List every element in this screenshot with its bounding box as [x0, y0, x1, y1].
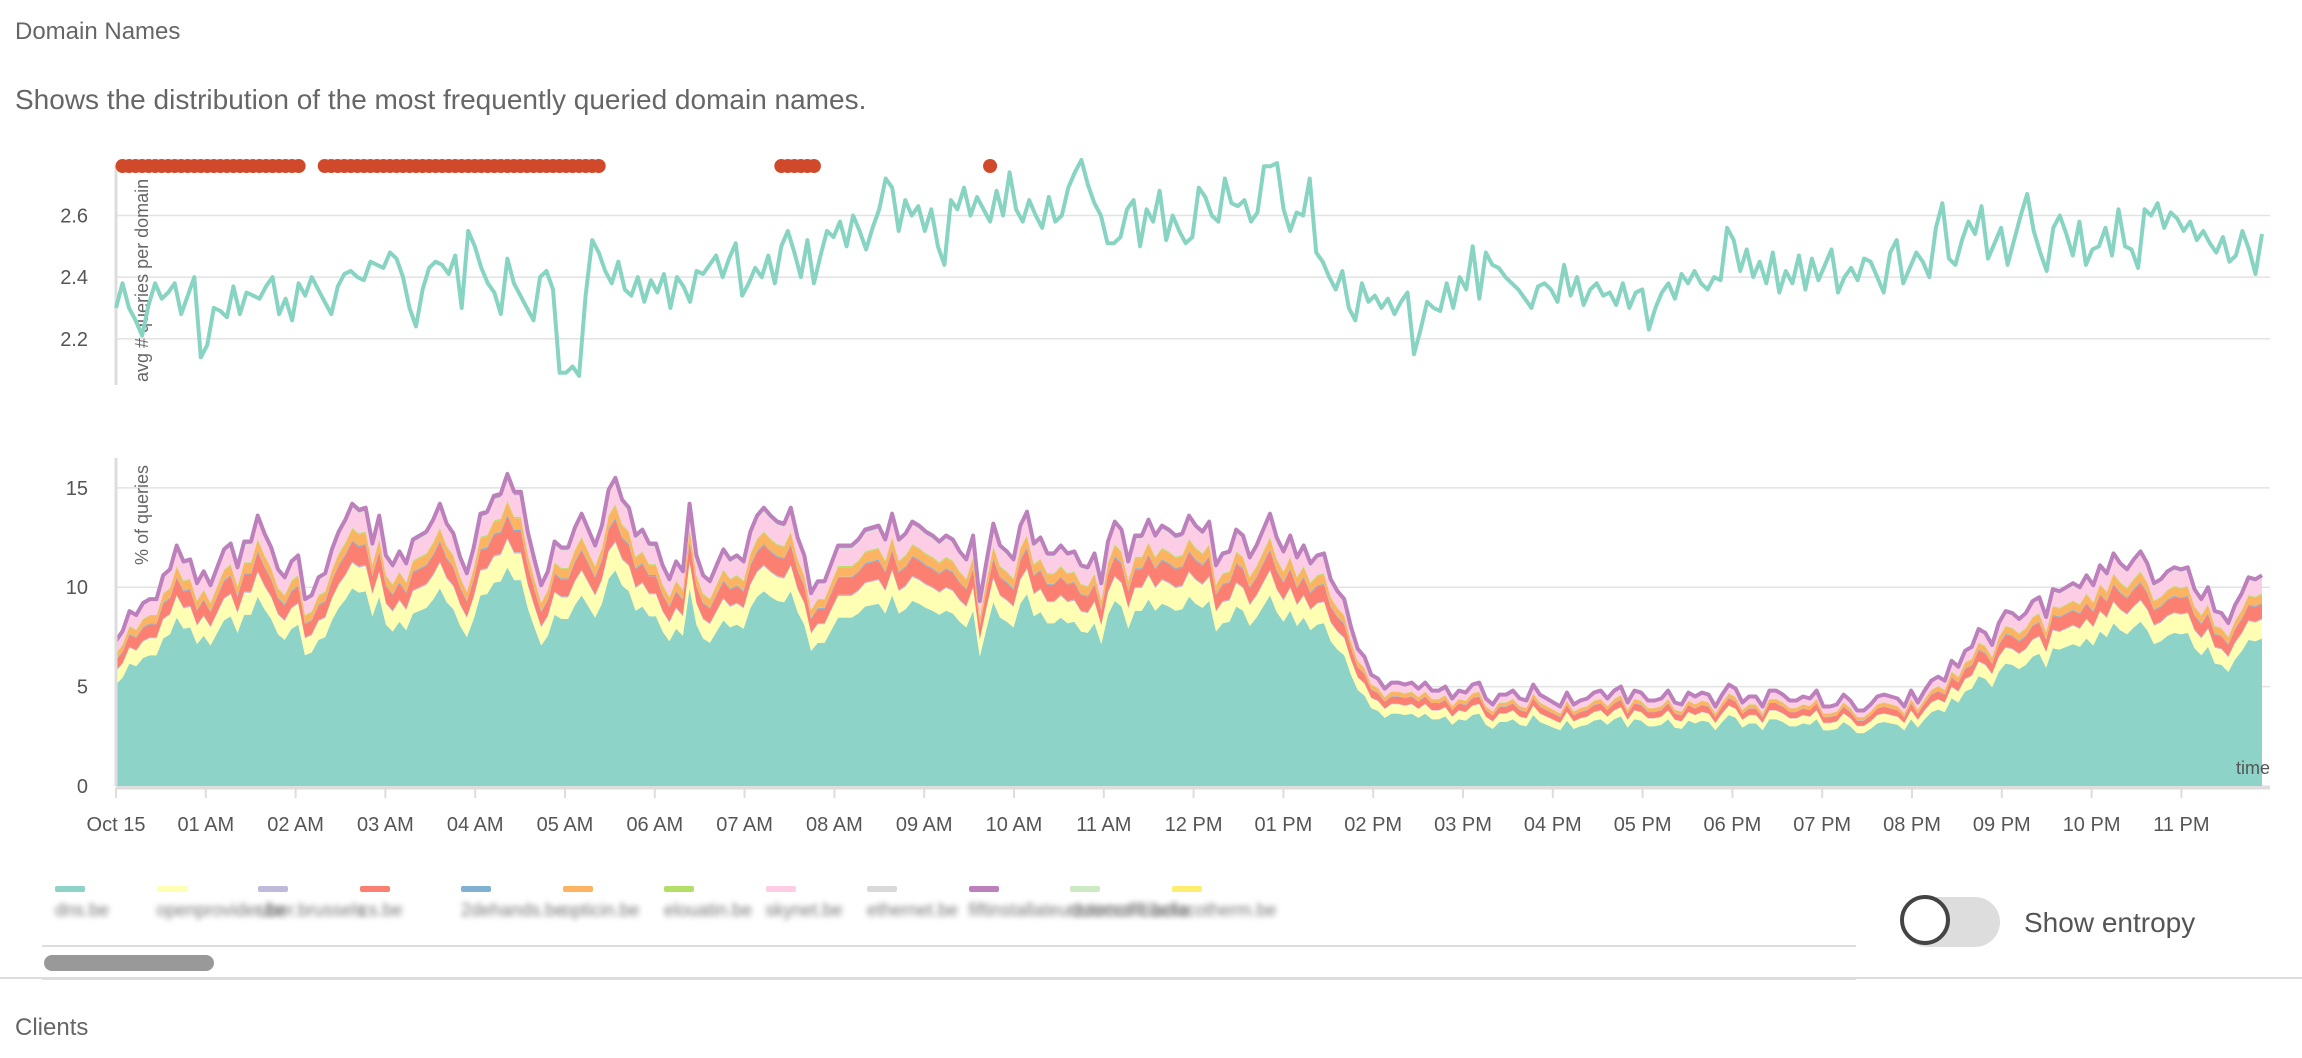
legend-label: skynet.be	[765, 900, 843, 920]
x-tick-label: 10 PM	[2063, 814, 2121, 836]
legend-label: facotherm.be	[1171, 900, 1277, 920]
legend-label: elouatin.be	[664, 900, 753, 920]
x-tick-label: 01 AM	[177, 814, 234, 836]
legend-swatch	[765, 886, 796, 892]
x-tick-label: 08 PM	[1883, 814, 1941, 836]
legend-label: uber.brussels	[258, 900, 366, 920]
legend-swatch	[968, 886, 999, 892]
y-tick-label: 2.4	[60, 267, 88, 289]
y-tick-label: 15	[66, 478, 88, 500]
x-tick-label: 11 PM	[2153, 814, 2209, 836]
total-outline	[114, 471, 2264, 713]
legend-label: fiftinstallateurzoomofffi.be	[968, 900, 1172, 920]
area-series	[116, 502, 2262, 721]
x-tick-label: 10 AM	[986, 814, 1043, 836]
queries-stacked-area-chart: 0 5 10 15 % of queries time Oct 15 01 AM 02 AM 03…	[66, 458, 2270, 836]
entropy-toggle-label: Show entropy	[2024, 907, 2196, 938]
area-series	[116, 516, 2262, 726]
section-divider	[0, 977, 2302, 979]
scrollbar-thumb[interactable]	[44, 955, 214, 971]
x-tick-label: 06 PM	[1703, 814, 1761, 836]
x-tick-label: 08 AM	[806, 814, 863, 836]
legend-label: dns.be	[55, 900, 110, 920]
horizontal-scrollbar[interactable]	[42, 945, 1856, 980]
legend-swatch	[664, 886, 694, 892]
legend: dns.be openprovider.be uber.brussels cs.be 2…	[55, 880, 1855, 920]
legend-swatch	[562, 886, 593, 892]
x-tick-label: 12 PM	[1165, 814, 1223, 836]
x-tick-label: 06 AM	[626, 814, 683, 836]
legend-label: openprovider.be	[156, 900, 286, 920]
x-tick-label: 04 AM	[447, 814, 504, 836]
legend-swatch	[156, 886, 187, 892]
x-tick-label: 09 PM	[1973, 814, 2031, 836]
avg-queries-line	[114, 158, 2264, 378]
legend-swatch	[1171, 886, 1202, 892]
x-tick-label: 04 PM	[1524, 814, 1582, 836]
area-series	[116, 478, 2262, 717]
legend-swatch	[359, 886, 390, 892]
x-tick-label: 02 PM	[1344, 814, 1402, 836]
clients-section-title: Clients	[15, 1014, 89, 1041]
legend-label: opticin.be	[562, 900, 640, 920]
avg-queries-line-chart: 2.2 2.4 2.6 avg # queries per domain	[60, 158, 2270, 385]
section-description: Shows the distribution of the most frequ…	[15, 84, 867, 115]
charts-area: 2.2 2.4 2.6 avg # queries per domain 0 5 10 15…	[60, 158, 2270, 836]
y-tick-label: 0	[77, 776, 88, 798]
x-tick-label: 03 PM	[1434, 814, 1492, 836]
x-tick-label: 05 PM	[1614, 814, 1672, 836]
legend-swatch	[461, 886, 491, 892]
anomaly-marker	[983, 159, 998, 173]
anomaly-marker	[806, 159, 821, 173]
x-axis-label: time	[2236, 758, 2270, 778]
section-title: Domain Names	[15, 18, 181, 45]
legend-swatch	[55, 886, 85, 892]
anomaly-marker	[591, 159, 606, 173]
y-tick-label: 2.2	[60, 329, 88, 351]
toggle-knob[interactable]	[1900, 895, 1950, 945]
area-series	[116, 567, 2262, 786]
entropy-toggle[interactable]	[1900, 895, 2000, 947]
x-tick-label: 07 PM	[1793, 814, 1851, 836]
y-tick-label: 2.6	[60, 205, 88, 227]
area-series	[116, 539, 2262, 734]
x-tick-label: Oct 15	[87, 814, 146, 836]
legend-swatch	[867, 886, 897, 892]
y-axis-label: % of queries	[132, 465, 152, 565]
anomaly-marker	[291, 159, 306, 173]
legend-swatch	[258, 886, 288, 892]
legend-label: 2dehands.be	[461, 900, 566, 920]
legend-label: ethernet.be	[867, 900, 959, 920]
x-tick-label: 05 AM	[537, 814, 594, 836]
y-tick-label: 10	[66, 577, 88, 599]
y-tick-label: 5	[77, 677, 88, 699]
x-tick-label: 02 AM	[267, 814, 324, 836]
x-tick-label: 09 AM	[896, 814, 953, 836]
x-tick-label: 03 AM	[357, 814, 414, 836]
x-tick-label: 11 AM	[1076, 814, 1131, 836]
x-tick-label: 07 AM	[716, 814, 773, 836]
y-axis-label: avg # queries per domain	[132, 179, 152, 382]
legend-swatch	[1070, 886, 1100, 892]
x-tick-label: 01 PM	[1254, 814, 1312, 836]
legend-label: cs.be	[359, 900, 403, 920]
legend-label: dutecco-clacke	[1070, 900, 1191, 920]
